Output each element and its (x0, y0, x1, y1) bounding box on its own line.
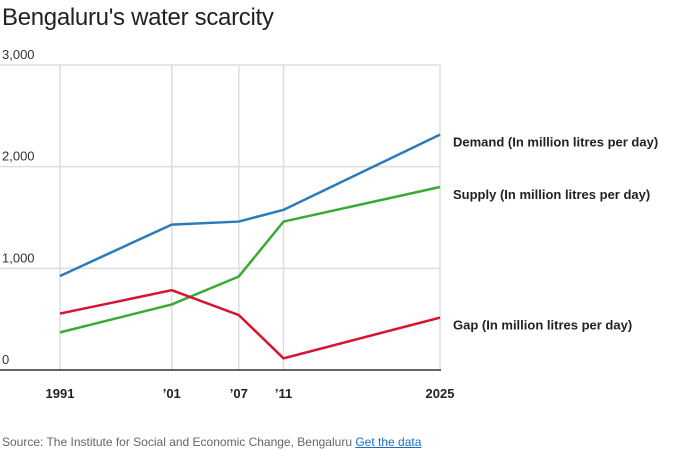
x-tick-label: 1991 (46, 386, 75, 401)
x-tick-label: ’07 (230, 386, 248, 401)
y-tick-label: 1,000 (2, 250, 35, 265)
get-data-link[interactable]: Get the data (355, 435, 422, 449)
source-note: Source: The Institute for Social and Eco… (2, 435, 421, 449)
y-tick-label: 0 (2, 352, 9, 367)
source-text: Source: The Institute for Social and Eco… (2, 435, 352, 449)
line-chart: 0 1,000 2,000 3,000 1991 ’01 ’07 ’11 2025 Demand … (0, 47, 658, 401)
x-tick-label: ’11 (275, 386, 292, 401)
gap-series-label: Gap (In million litres per day) (453, 318, 632, 333)
y-tick-label: 2,000 (2, 149, 35, 164)
y-tick-label: 3,000 (2, 47, 35, 62)
demand-series-label: Demand (In million litres per day) (453, 135, 658, 150)
x-tick-label: ’01 (163, 386, 181, 401)
supply-line (59, 185, 441, 334)
gap-line (59, 288, 441, 360)
chart-title: Bengaluru's water scarcity (2, 4, 274, 31)
demand-line (59, 133, 441, 278)
x-tick-label: 2025 (426, 386, 455, 401)
supply-series-label: Supply (In million litres per day) (453, 187, 650, 202)
